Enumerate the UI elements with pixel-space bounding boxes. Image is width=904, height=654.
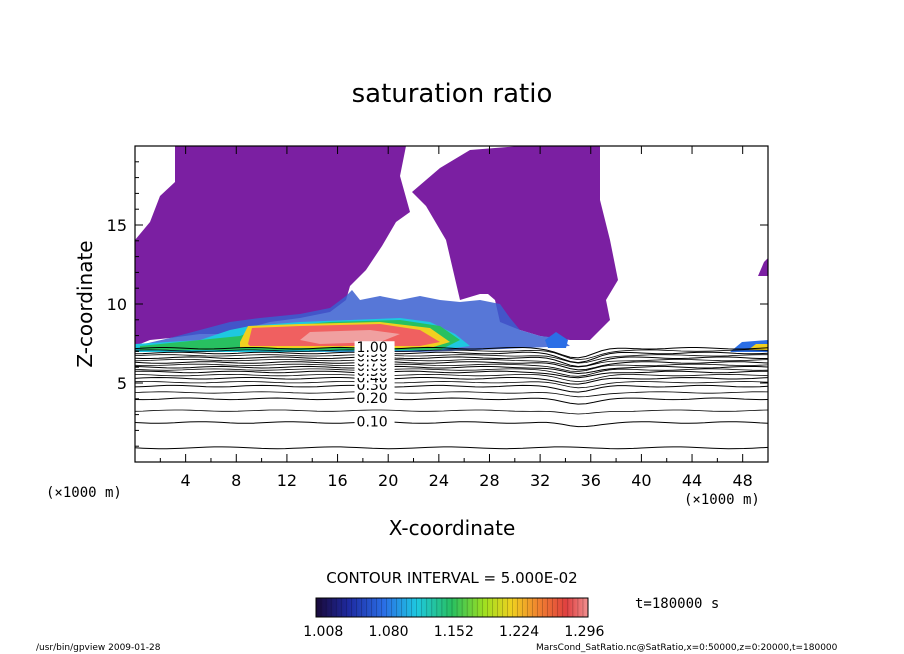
axis-ticks [135,146,768,462]
x-tick-label: 32 [530,471,550,490]
y-tick-label: 5 [117,374,127,393]
colorbar-tick-label: 1.296 [564,624,604,640]
contour-line-0.80 [135,356,768,368]
x-tick-label: 36 [581,471,601,490]
x-tick-label: 24 [429,471,449,490]
x-tick-label: 48 [733,471,753,490]
colorbar-tick-label: 1.008 [303,624,343,640]
contour-line-minor [135,349,768,361]
contour-line-0.70 [135,361,768,371]
y-tick-label: 10 [107,295,127,314]
contour-interval-text: CONTOUR INTERVAL = 5.000E-02 [326,569,577,587]
y-tick-label: 15 [107,216,127,235]
supersaturated-region-left [135,146,410,346]
peak-pink-core [300,330,400,344]
contour-line-0.10 [135,421,768,428]
contour-line-0.30 [135,384,768,393]
x-tick-label: 20 [378,471,398,490]
x-unit-right: (×1000 m) [684,492,760,508]
contour-line-1.00 [135,346,768,359]
x-tick-label: 16 [327,471,347,490]
x-tick-label: 8 [231,471,241,490]
small-cloud-east [545,332,568,348]
colorbar-tick-label: 1.152 [434,624,474,640]
x-tick-label: 12 [277,471,297,490]
supersaturated-region-right [412,146,618,340]
contour-label-0.10: 0.10 [357,415,388,431]
contour-label-0.20: 0.20 [357,391,388,407]
colorbar-tick-label: 1.224 [499,624,539,640]
contour-label-bg [354,341,395,355]
contour-line-0.90 [135,351,768,364]
supersaturated-region-far-right [758,258,768,276]
colorbar-tick-label: 1.080 [368,624,408,640]
colorbar-tick-labels: 1.008 1.080 1.152 1.224 1.296 [303,624,604,640]
contour-line-minor [135,358,768,368]
shaded-field [135,146,768,352]
x-unit-left: (×1000 m) [46,485,122,501]
y-axis-label: Z-coordinate [73,240,97,367]
contour-label-bg [354,415,395,429]
x-tick-label: 44 [682,471,702,490]
contour-line-minor [135,363,768,372]
colorbar-stripes [315,598,584,617]
contour-label-1.00: 1.00 [357,340,388,356]
contour-line-0.20 [135,397,768,405]
contour-lines: 0.100.200.300.400.500.600.700.800.901.00 [135,340,768,450]
contour-line-ground [135,446,768,450]
contour-line-minor [135,354,768,364]
contour-label-bg [354,391,395,405]
chart-title: saturation ratio [352,79,553,109]
contour-line-0.40 [135,376,768,385]
x-tick-label: 40 [631,471,651,490]
contour-line-minor [135,409,768,415]
x-axis-label: X-coordinate [389,516,516,540]
contour-line-minor [135,373,768,383]
footer-left: /usr/bin/gpview 2009-01-28 [36,643,161,653]
contour-line-minor [135,368,768,377]
footer-right: MarsCond_SatRatio.nc@SatRatio,x=0:50000,… [536,643,838,653]
time-label: t=180000 s [635,596,719,612]
contour-line-minor [135,381,768,389]
contour-line-0.50 [135,370,768,379]
x-tick-label: 4 [181,471,191,490]
contour-line-minor [135,391,768,398]
x-tick-label: 28 [479,471,499,490]
contour-line-0.60 [135,365,768,375]
